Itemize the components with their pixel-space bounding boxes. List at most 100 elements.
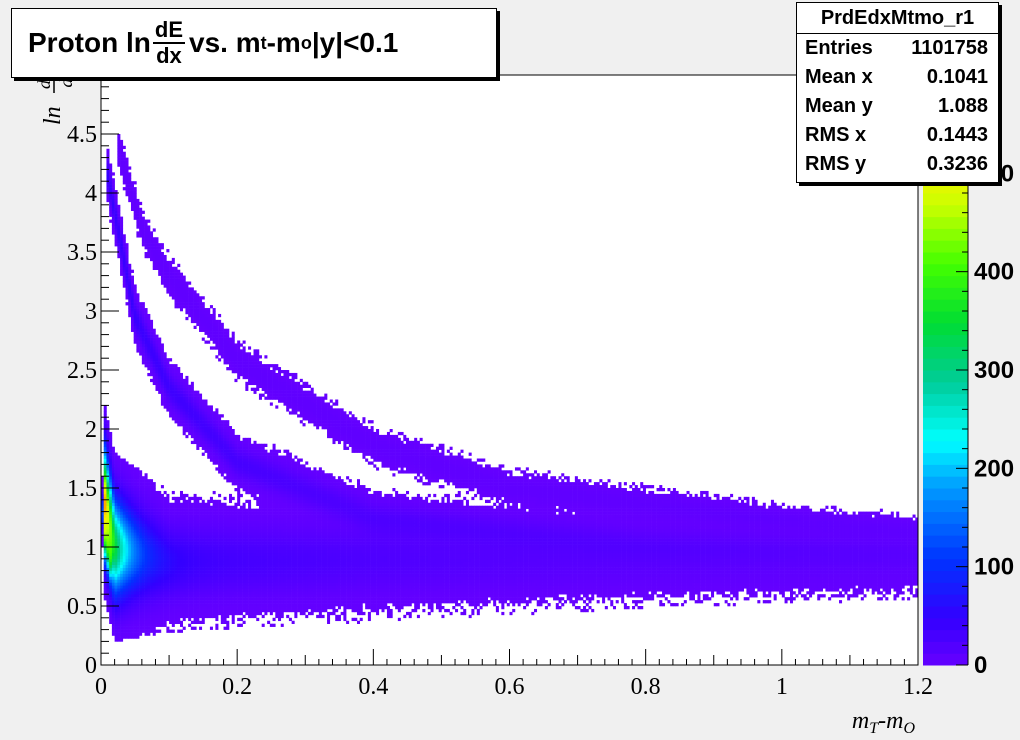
heatmap-cell xyxy=(136,293,140,297)
heatmap-cell xyxy=(261,600,265,604)
heatmap-cell xyxy=(179,393,183,397)
heatmap-cell xyxy=(155,346,159,350)
heatmap-cell xyxy=(258,600,262,604)
heatmap-cell xyxy=(248,511,252,515)
heatmap-cell xyxy=(152,367,156,371)
heatmap-cell xyxy=(245,352,249,356)
heatmap-cell xyxy=(141,623,145,627)
heatmap-cell xyxy=(139,508,143,512)
heatmap-cell xyxy=(106,606,110,610)
heatmap-cell xyxy=(139,579,143,583)
heatmap-cell xyxy=(188,588,192,592)
heatmap-cell xyxy=(177,544,181,548)
heatmap-cell xyxy=(272,600,276,604)
heatmap-cell xyxy=(188,426,192,430)
heatmap-cell xyxy=(226,567,230,571)
heatmap-cell xyxy=(136,485,140,489)
heatmap-cell xyxy=(179,296,183,300)
heatmap-cell xyxy=(133,293,137,297)
heatmap-cell xyxy=(188,532,192,536)
heatmap-cell xyxy=(171,541,175,545)
heatmap-cell xyxy=(111,458,115,462)
heatmap-cell xyxy=(117,488,121,492)
heatmap-cell xyxy=(125,538,129,542)
heatmap-cell xyxy=(174,606,178,610)
heatmap-cell xyxy=(177,414,181,418)
heatmap-cell xyxy=(242,473,246,477)
heatmap-cell xyxy=(163,620,167,624)
heatmap-cell xyxy=(158,390,162,394)
heatmap-cell xyxy=(234,449,238,453)
heatmap-cell xyxy=(169,290,173,294)
heatmap-cell xyxy=(199,561,203,565)
heatmap-cell xyxy=(223,331,227,335)
heatmap-cell xyxy=(223,426,227,430)
heatmap-cell xyxy=(237,567,241,571)
heatmap-cell xyxy=(174,544,178,548)
heatmap-cell xyxy=(122,157,126,161)
heatmap-cell xyxy=(155,263,159,268)
heatmap-cell xyxy=(261,488,265,492)
heatmap-cell xyxy=(204,411,208,415)
heatmap-cell xyxy=(256,479,260,483)
heatmap-cell xyxy=(242,520,246,524)
heatmap-cell xyxy=(111,216,115,220)
heatmap-cell xyxy=(169,399,173,403)
heatmap-cell xyxy=(147,611,151,616)
heatmap-cell xyxy=(248,611,252,616)
heatmap-cell xyxy=(226,352,230,356)
heatmap-cell xyxy=(141,331,145,335)
heatmap-cell xyxy=(103,514,107,518)
heatmap-cell xyxy=(237,349,241,353)
heatmap-cell xyxy=(117,561,121,565)
heatmap-cell xyxy=(171,278,175,282)
heatmap-cell xyxy=(174,390,178,394)
heatmap-cell xyxy=(130,603,134,607)
heatmap-cell xyxy=(196,426,200,430)
heatmap-cell xyxy=(139,603,143,607)
heatmap-cell xyxy=(141,541,145,545)
heatmap-cell xyxy=(261,538,265,542)
heatmap-cell xyxy=(103,420,107,424)
heatmap-cell xyxy=(237,597,241,601)
heatmap-cell xyxy=(190,290,194,294)
heatmap-cell xyxy=(122,154,126,158)
heatmap-cell xyxy=(160,502,164,506)
heatmap-cell xyxy=(136,490,140,495)
heatmap-cell xyxy=(144,343,148,347)
heatmap-cell xyxy=(158,381,162,386)
heatmap-cell xyxy=(166,538,170,542)
heatmap-cell xyxy=(174,541,178,545)
heatmap-cell xyxy=(111,549,115,554)
heatmap-cell xyxy=(201,325,205,329)
heatmap-cell xyxy=(237,470,241,474)
heatmap-cell xyxy=(163,570,167,574)
heatmap-cell xyxy=(218,470,222,474)
heatmap-cell xyxy=(122,526,126,530)
heatmap-cell xyxy=(120,157,124,161)
heatmap-cell xyxy=(122,564,126,568)
heatmap-cell xyxy=(242,372,246,377)
heatmap-cell xyxy=(245,567,249,571)
heatmap-cell xyxy=(226,420,230,424)
heatmap-cell xyxy=(264,564,268,568)
heatmap-cell xyxy=(139,552,143,557)
heatmap-cell xyxy=(250,567,254,571)
heatmap-cell xyxy=(171,608,175,613)
heatmap-cell xyxy=(101,535,105,539)
heatmap-cell xyxy=(128,635,132,639)
heatmap-cell xyxy=(234,561,238,565)
heatmap-cell xyxy=(237,485,241,489)
heatmap-cell xyxy=(245,555,249,560)
heatmap-cell xyxy=(155,499,159,504)
heatmap-cell xyxy=(264,455,268,459)
heatmap-cell xyxy=(218,358,222,362)
heatmap-cell xyxy=(223,588,227,592)
heatmap-cell xyxy=(139,588,143,592)
heatmap-cell xyxy=(114,479,118,483)
heatmap-cell xyxy=(109,508,113,512)
heatmap-cell xyxy=(250,476,254,480)
heatmap-cell xyxy=(169,390,173,394)
heatmap-cell xyxy=(109,455,113,459)
heatmap-cell xyxy=(130,608,134,613)
